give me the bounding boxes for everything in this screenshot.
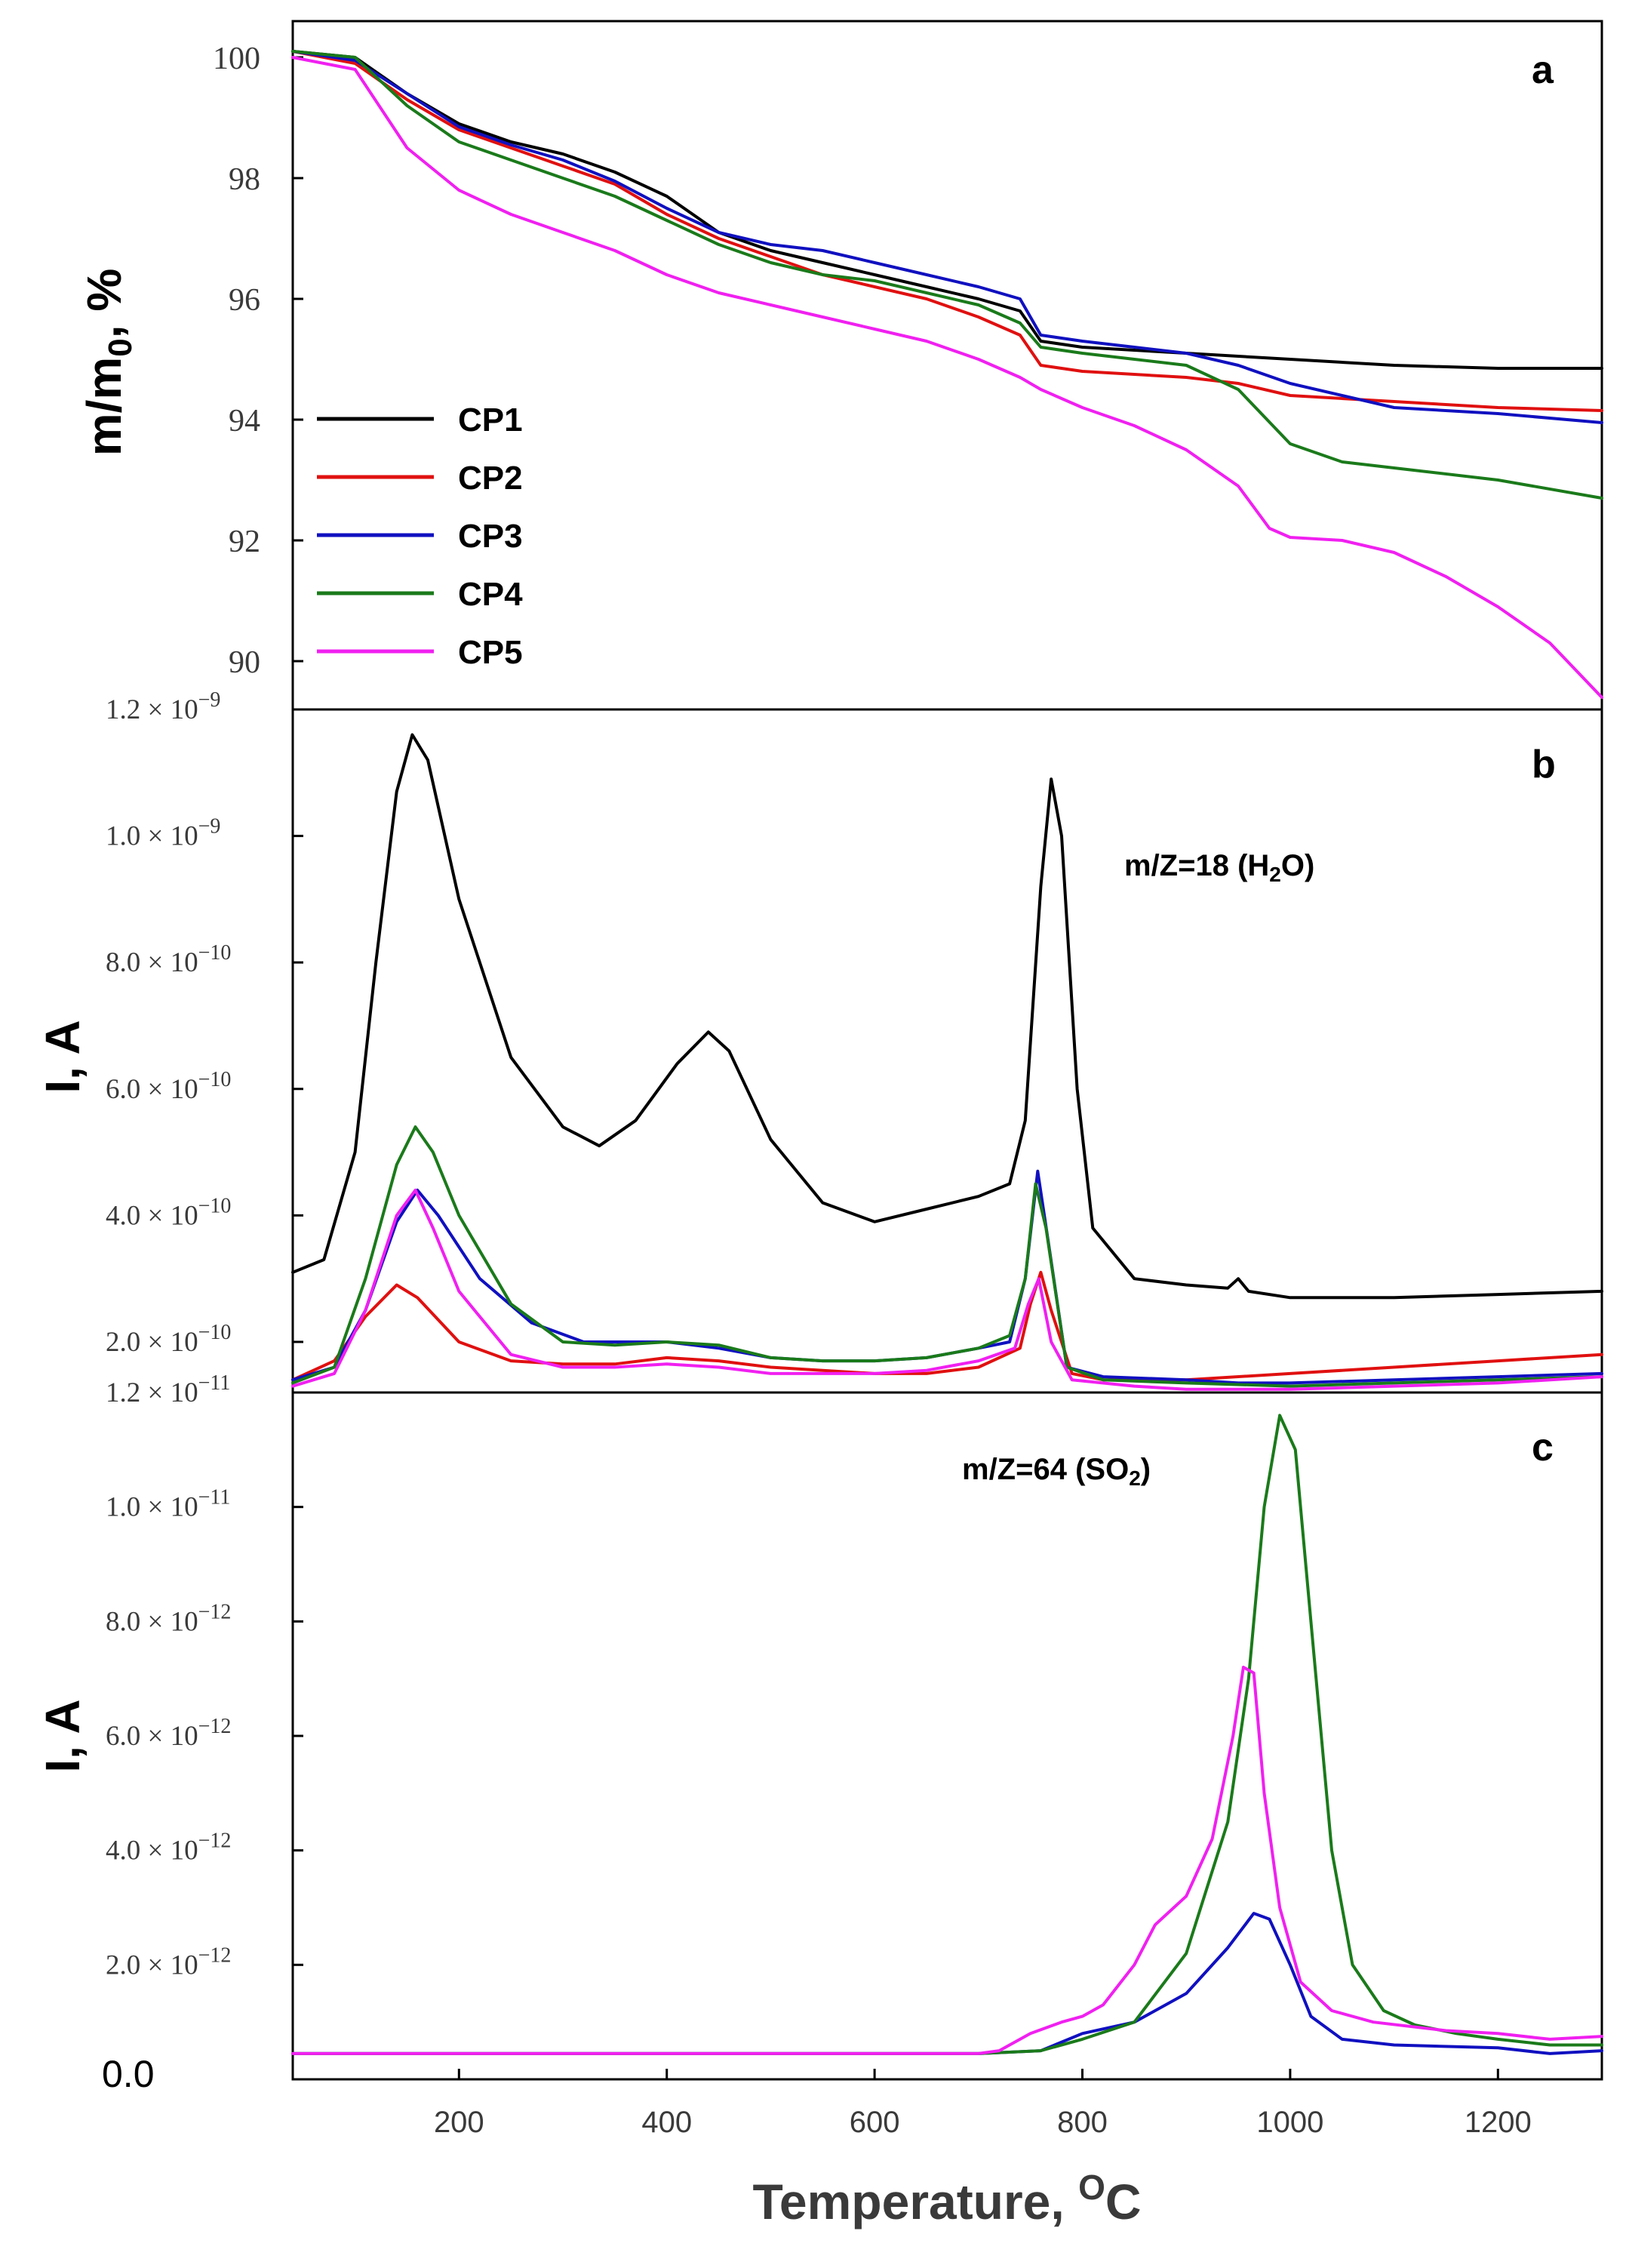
panel-b-series-cp1 <box>291 733 1603 1300</box>
panel-a-ytick-label: 92 <box>229 525 260 559</box>
xtick-label: 1200 <box>1465 2106 1532 2139</box>
panel-c-ytick-label: 1.0 × 10−11 <box>106 1486 230 1523</box>
panel-c-series-cp4 <box>291 1414 1603 2055</box>
panel-b-ytick-label: 4.0 × 10−10 <box>106 1194 231 1231</box>
panel-b-ytick-label: 2.0 × 10−10 <box>106 1321 231 1358</box>
panel-a-series-cp4 <box>291 50 1603 500</box>
legend: CP1 CP2 CP3 CP4 CP5 <box>317 402 523 671</box>
xtick-label: 1000 <box>1256 2106 1323 2139</box>
panel-a-letter: a <box>1532 48 1554 92</box>
legend-label-cp2: CP2 <box>458 460 523 497</box>
panel-b-letter: b <box>1532 743 1556 786</box>
legend-label-cp5: CP5 <box>458 634 523 671</box>
panel-c-letter: c <box>1532 1426 1554 1469</box>
panel-b-ytick-label: 6.0 × 10−10 <box>106 1068 231 1105</box>
xtick-label: 200 <box>434 2106 484 2139</box>
panel-c-series-cp3 <box>291 1912 1603 2055</box>
axis-ticks: 100 98 96 94 92 90 1.2 × 10−9 1.0 × 10−9 8.0 × 1… <box>106 42 1532 2139</box>
series-layer <box>291 50 1603 2055</box>
panel-b-frame <box>291 708 1603 1394</box>
panel-c-ylabel: I, A <box>35 1699 90 1772</box>
panel-b-ylabel: I, A <box>35 1020 90 1093</box>
panel-b-ytick-label: 1.0 × 10−9 <box>106 815 220 852</box>
panel-b-ytick-label: 8.0 × 10−10 <box>106 941 231 978</box>
panel-c-ytick-label: 6.0 × 10−12 <box>106 1715 231 1752</box>
panel-c-zero-label: 0.0 <box>102 2053 155 2095</box>
panel-a-series-cp1 <box>291 50 1603 370</box>
legend-label-cp4: CP4 <box>458 576 523 613</box>
panel-a-series-cp3 <box>291 50 1603 424</box>
panel-c-series-cp5 <box>291 1666 1603 2055</box>
legend-label-cp1: CP1 <box>458 402 523 439</box>
panel-c-frame <box>291 1391 1603 2081</box>
panel-b-series-cp5 <box>291 1188 1603 1391</box>
panel-b-series-cp4 <box>291 1125 1603 1388</box>
xtick-label: 800 <box>1057 2106 1108 2139</box>
panel-c-ytick-label: 2.0 × 10−12 <box>106 1943 231 1980</box>
xtick-label: 400 <box>641 2106 692 2139</box>
panel-a-ytick-label: 90 <box>229 645 260 680</box>
panel-a-ytick-label: 94 <box>229 404 260 439</box>
legend-label-cp3: CP3 <box>458 518 523 555</box>
panel-a-ytick-label: 96 <box>229 283 260 318</box>
panel-a-ylabel: m/m0, % <box>77 269 139 457</box>
panel-c-ytick-label: 1.2 × 10−11 <box>106 1371 230 1408</box>
xtick-label: 600 <box>850 2106 900 2139</box>
x-axis-label: Temperature, OC <box>752 2168 1141 2230</box>
panel-a-series-cp5 <box>291 56 1603 699</box>
panel-a-ytick-label: 98 <box>229 162 260 197</box>
h2o-annotation: m/Z=18 (H2O) <box>1124 849 1314 886</box>
panel-c-ytick-label: 4.0 × 10−12 <box>106 1829 231 1866</box>
panel-a-ytick-label: 100 <box>213 42 260 76</box>
panel-a-series-cp2 <box>291 50 1603 412</box>
panel-b-ytick-label: 1.2 × 10−9 <box>106 688 220 725</box>
panel-c-ytick-label: 8.0 × 10−12 <box>106 1600 231 1637</box>
so2-annotation: m/Z=64 (SO2) <box>962 1453 1151 1490</box>
